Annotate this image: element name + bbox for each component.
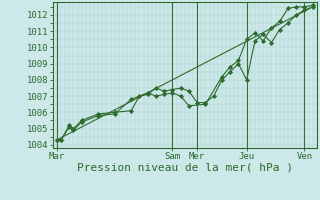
X-axis label: Pression niveau de la mer( hPa ): Pression niveau de la mer( hPa ) [77,163,293,173]
